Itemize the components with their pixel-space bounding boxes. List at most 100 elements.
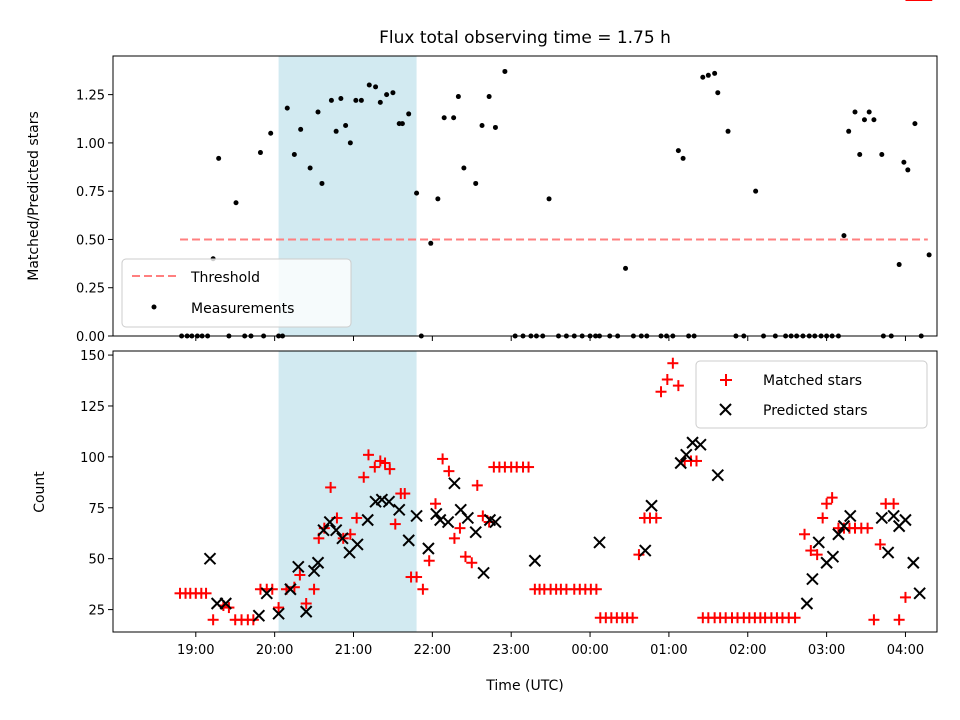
measurement-point bbox=[435, 196, 441, 202]
matched-point bbox=[325, 481, 337, 493]
predicted-point bbox=[694, 438, 707, 451]
measurement-point bbox=[461, 165, 467, 171]
matched-point bbox=[200, 587, 212, 599]
matched-point bbox=[448, 532, 460, 544]
x-tick-label: 20:00 bbox=[256, 643, 293, 658]
predicted-point bbox=[272, 607, 285, 620]
matched-point bbox=[826, 492, 838, 504]
matched-point bbox=[362, 449, 374, 461]
measurement-point bbox=[896, 262, 902, 268]
predicted-point bbox=[489, 515, 502, 529]
predicted-point bbox=[528, 554, 542, 567]
matched-point bbox=[454, 522, 466, 534]
measurement-point bbox=[358, 97, 364, 103]
matched-point bbox=[459, 551, 471, 563]
matched-point bbox=[273, 602, 285, 614]
legend-measurements-swatch bbox=[151, 304, 157, 310]
measurement-point bbox=[366, 82, 372, 88]
y-tick-label: 150 bbox=[80, 349, 105, 364]
predicted-point bbox=[336, 532, 349, 545]
measurement-point bbox=[700, 74, 706, 80]
measurement-point bbox=[268, 130, 274, 136]
predicted-point bbox=[680, 448, 693, 462]
measurement-point bbox=[675, 148, 681, 154]
measurement-point bbox=[753, 188, 759, 194]
measurement-point bbox=[390, 90, 396, 96]
x-tick-label: 04:00 bbox=[887, 643, 924, 658]
matched-point bbox=[369, 461, 381, 473]
matched-point bbox=[379, 457, 391, 469]
x-tick-label: 22:00 bbox=[414, 643, 451, 658]
predicted-point bbox=[887, 509, 900, 523]
legend-matched-label: Matched stars bbox=[763, 373, 862, 389]
measurement-point bbox=[257, 150, 263, 156]
measurement-point bbox=[901, 159, 907, 165]
matched-point bbox=[590, 583, 602, 595]
bottom-axes-frame bbox=[112, 350, 938, 633]
y-tick-label: 1.25 bbox=[76, 89, 105, 104]
predicted-point bbox=[593, 536, 606, 549]
measurement-point bbox=[441, 115, 447, 121]
measurement-point bbox=[623, 265, 629, 271]
measurement-point bbox=[852, 109, 858, 115]
matched-point bbox=[443, 465, 455, 477]
matched-point bbox=[655, 386, 667, 398]
matched-point bbox=[389, 518, 401, 530]
matched-point bbox=[466, 557, 478, 569]
measurement-point bbox=[912, 121, 918, 127]
measurement-point bbox=[315, 109, 321, 115]
predicted-point bbox=[410, 509, 423, 523]
y-tick-label: 25 bbox=[88, 604, 105, 619]
matched-point bbox=[288, 581, 300, 593]
measurement-point bbox=[406, 111, 412, 117]
measurement-point bbox=[428, 240, 434, 246]
matched-point bbox=[384, 463, 396, 475]
matched-point bbox=[308, 583, 320, 595]
measurement-point bbox=[377, 99, 383, 105]
matched-point bbox=[351, 512, 363, 524]
matched-point bbox=[300, 597, 312, 609]
y-tick-label: 75 bbox=[88, 502, 105, 517]
predicted-point bbox=[441, 515, 455, 529]
matched-point bbox=[247, 614, 259, 626]
legend-predicted-swatch bbox=[719, 403, 732, 416]
matched-point bbox=[799, 528, 811, 540]
measurement-point bbox=[857, 151, 863, 157]
predicted-point bbox=[311, 556, 325, 569]
measurement-point bbox=[328, 97, 334, 103]
measurement-point bbox=[414, 190, 420, 196]
x-tick-label: 02:00 bbox=[729, 643, 766, 658]
predicted-point bbox=[434, 513, 447, 527]
y-tick-label: 0.00 bbox=[76, 330, 105, 345]
matched-point bbox=[805, 545, 817, 557]
bottom-span bbox=[278, 351, 417, 632]
matched-point bbox=[874, 538, 886, 550]
predicted-point bbox=[430, 507, 443, 521]
matched-point bbox=[627, 612, 639, 624]
matched-point bbox=[411, 571, 423, 583]
measurement-point bbox=[546, 196, 552, 202]
bottom-y-ticks: 25 50 75 100 125 150 bbox=[80, 349, 113, 619]
predicted-point bbox=[686, 436, 699, 449]
measurement-point bbox=[298, 126, 304, 132]
y-tick-label: 100 bbox=[80, 451, 105, 466]
top-y-ticks: 0.00 0.25 0.50 0.75 1.00 1.25 bbox=[76, 89, 113, 345]
measurement-point bbox=[338, 95, 344, 101]
predicted-point bbox=[899, 513, 912, 527]
measurement-point bbox=[307, 165, 313, 171]
predicted-point bbox=[711, 469, 724, 482]
matched-point bbox=[667, 357, 679, 369]
measurement-point bbox=[846, 128, 852, 134]
x-tick-label: 23:00 bbox=[492, 643, 529, 658]
measurement-point bbox=[680, 155, 686, 161]
measurement-point bbox=[284, 105, 290, 111]
matched-point bbox=[868, 614, 880, 626]
predicted-point bbox=[317, 523, 330, 537]
predicted-point bbox=[469, 526, 482, 539]
x-tick-label: 01:00 bbox=[650, 643, 687, 658]
matched-point bbox=[523, 461, 535, 473]
chart-title: Flux total observing time = 1.75 h bbox=[379, 28, 671, 48]
matched-point bbox=[374, 455, 386, 467]
measurement-point bbox=[905, 167, 911, 173]
predicted-point bbox=[402, 534, 415, 547]
